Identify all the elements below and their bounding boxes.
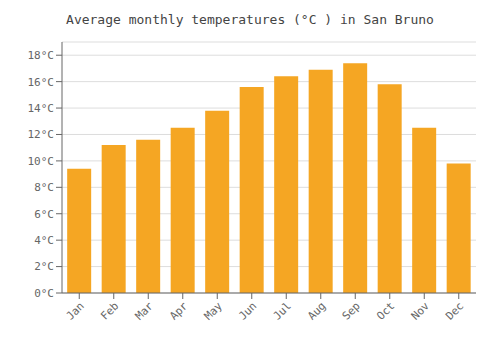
svg-text:10°C: 10°C — [28, 155, 55, 168]
svg-text:12°C: 12°C — [28, 128, 55, 141]
svg-text:Feb: Feb — [98, 299, 121, 322]
svg-text:0°C: 0°C — [34, 287, 54, 300]
svg-text:Apr: Apr — [167, 299, 191, 323]
svg-text:4°C: 4°C — [34, 234, 54, 247]
svg-text:Jul: Jul — [271, 299, 294, 322]
svg-text:Jun: Jun — [236, 299, 259, 322]
svg-text:Nov: Nov — [409, 299, 433, 323]
svg-text:Dec: Dec — [443, 299, 466, 322]
svg-text:Jan: Jan — [64, 299, 87, 322]
svg-text:Sep: Sep — [340, 299, 363, 322]
svg-text:Oct: Oct — [374, 299, 397, 322]
svg-text:16°C: 16°C — [28, 76, 55, 89]
svg-text:18°C: 18°C — [28, 49, 55, 62]
svg-text:Aug: Aug — [305, 299, 328, 322]
svg-text:8°C: 8°C — [34, 181, 54, 194]
svg-text:14°C: 14°C — [28, 102, 55, 115]
svg-text:6°C: 6°C — [34, 208, 54, 221]
html-text:Average monthly temperatures (: Average monthly temperatures (°C ) in Sa… — [66, 12, 434, 27]
svg-text:May: May — [202, 299, 226, 323]
svg-text:2°C: 2°C — [34, 260, 54, 273]
svg-text:Mar: Mar — [133, 299, 157, 323]
